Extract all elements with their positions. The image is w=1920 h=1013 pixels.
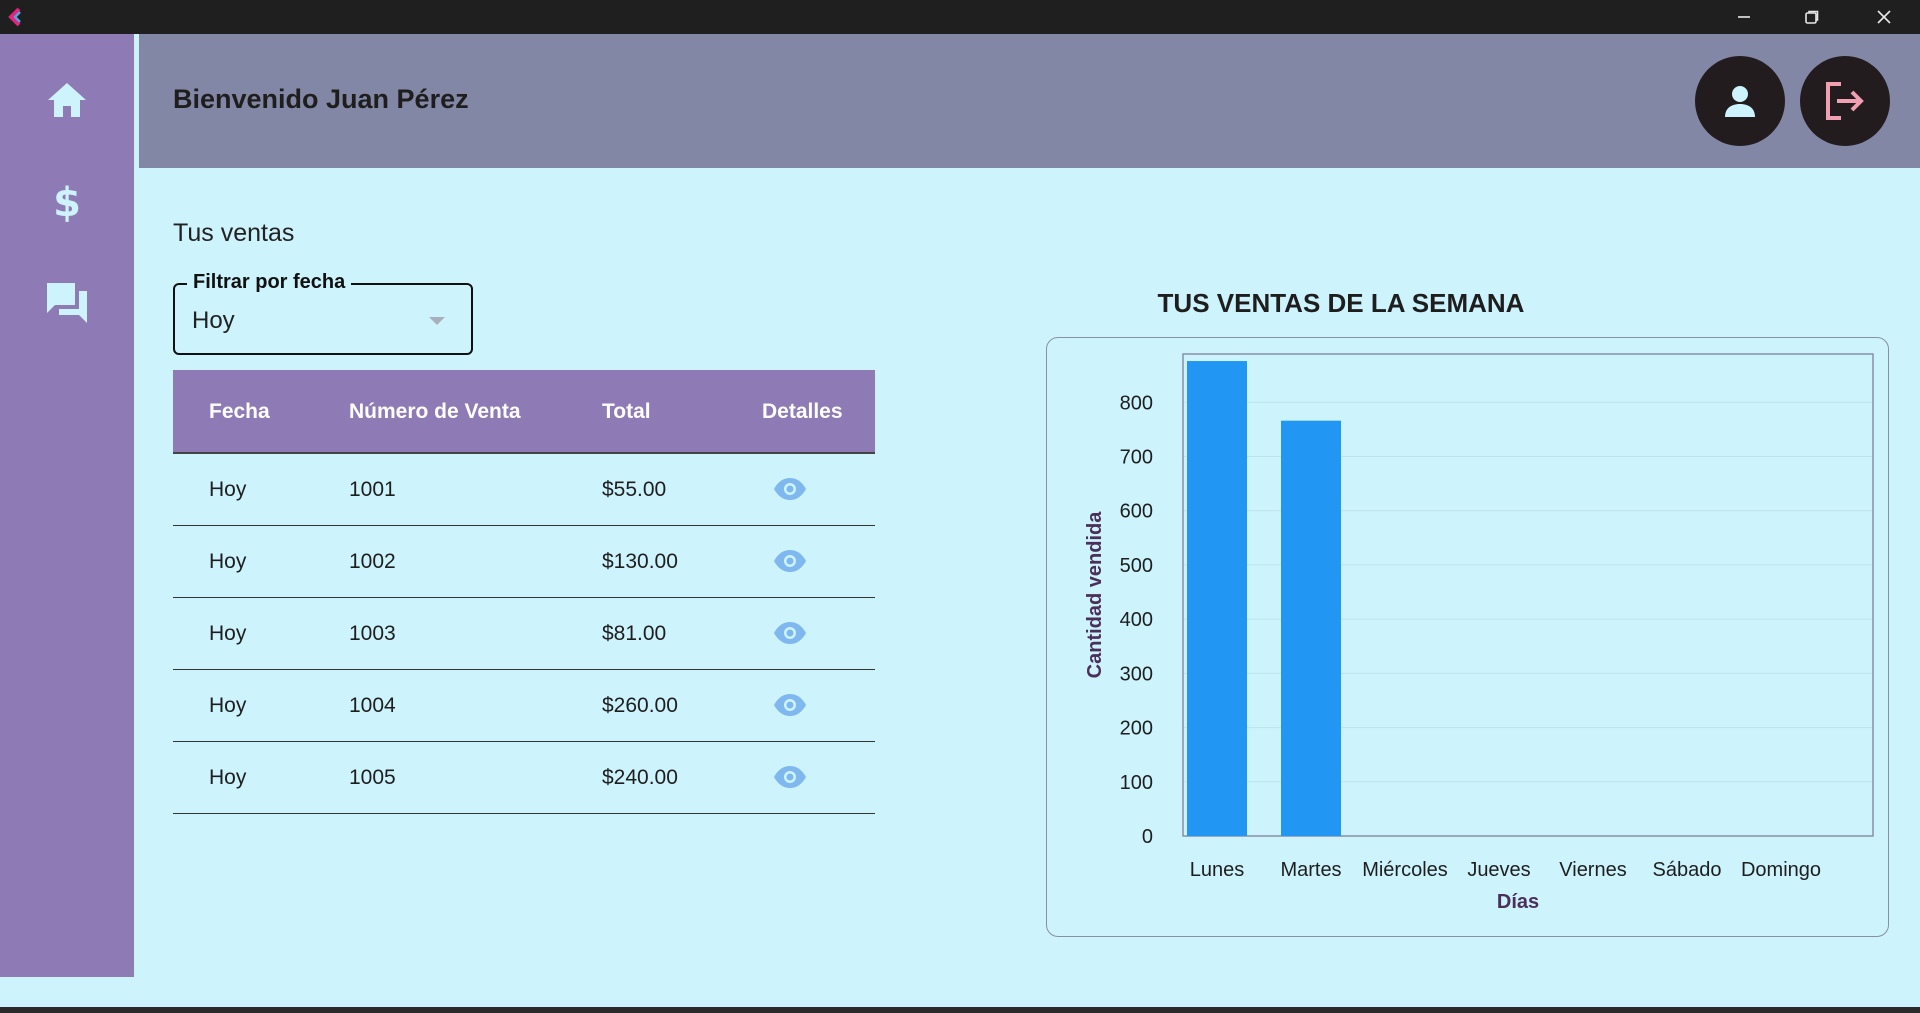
y-tick-label: 200 xyxy=(1120,718,1153,740)
sales-table: Fecha Número de Venta Total Detalles Hoy… xyxy=(173,370,875,814)
y-tick-label: 700 xyxy=(1120,446,1153,468)
table-row: Hoy 1005 $240.00 xyxy=(173,742,875,814)
table-body: Hoy 1001 $55.00 Hoy 1002 $130.00 Hoy 1003 $81.00… xyxy=(173,454,875,814)
y-tick-label: 800 xyxy=(1120,392,1153,414)
minimize-icon xyxy=(1738,16,1750,18)
y-tick-label: 500 xyxy=(1120,555,1153,577)
view-details-eye-icon[interactable] xyxy=(773,621,807,645)
cell-fecha: Hoy xyxy=(209,550,247,573)
y-tick-label: 0 xyxy=(1142,826,1153,848)
section-title: Tus ventas xyxy=(173,219,295,247)
cell-total: $130.00 xyxy=(602,550,678,573)
cell-numero: 1001 xyxy=(349,478,396,501)
view-details-eye-icon[interactable] xyxy=(773,549,807,573)
cell-total: $260.00 xyxy=(602,694,678,717)
profile-button[interactable] xyxy=(1695,56,1785,146)
svg-text:$: $ xyxy=(53,180,81,222)
chart-title: TUS VENTAS DE LA SEMANA xyxy=(1157,288,1525,318)
sidebar-item-sales[interactable]: $ xyxy=(37,171,97,231)
column-header-numero: Número de Venta xyxy=(349,400,521,423)
cell-numero: 1003 xyxy=(349,622,396,645)
top-header: Bienvenido Juan Pérez xyxy=(139,34,1920,168)
cell-numero: 1004 xyxy=(349,694,396,717)
close-button[interactable] xyxy=(1850,0,1918,34)
cell-fecha: Hoy xyxy=(209,694,247,717)
cell-fecha: Hoy xyxy=(209,622,247,645)
cell-total: $240.00 xyxy=(602,766,678,789)
view-details-eye-icon[interactable] xyxy=(773,477,807,501)
welcome-text: Bienvenido Juan Pérez xyxy=(173,84,469,114)
header-accent xyxy=(134,34,139,168)
y-tick-label: 400 xyxy=(1120,609,1153,631)
chevron-down-icon xyxy=(429,317,445,325)
sidebar: $ xyxy=(0,34,134,977)
x-tick-label: Martes xyxy=(1280,859,1341,881)
table-row: Hoy 1002 $130.00 xyxy=(173,526,875,598)
minimize-button[interactable] xyxy=(1710,0,1778,34)
restore-button[interactable] xyxy=(1778,0,1846,34)
date-filter-label: Filtrar por fecha xyxy=(187,271,352,294)
cell-fecha: Hoy xyxy=(209,766,247,789)
cell-total: $81.00 xyxy=(602,622,667,645)
close-icon xyxy=(1877,10,1891,24)
x-tick-label: Sábado xyxy=(1653,859,1722,881)
table-row: Hoy 1001 $55.00 xyxy=(173,454,875,526)
y-tick-label: 600 xyxy=(1120,501,1153,523)
app-logo-icon xyxy=(8,7,21,27)
window-titlebar xyxy=(0,0,1920,34)
y-axis-label: Cantidad vendida xyxy=(1084,511,1106,679)
cell-fecha: Hoy xyxy=(209,478,247,501)
table-header: Fecha Número de Venta Total Detalles xyxy=(173,370,875,454)
restore-icon xyxy=(1805,10,1819,24)
cell-numero: 1005 xyxy=(349,766,396,789)
x-tick-label: Lunes xyxy=(1190,859,1245,881)
cell-numero: 1002 xyxy=(349,550,396,573)
chat-icon xyxy=(47,283,87,323)
x-tick-label: Miércoles xyxy=(1362,859,1448,881)
window-bottom-edge xyxy=(0,1007,1920,1013)
column-header-fecha: Fecha xyxy=(209,400,270,423)
view-details-eye-icon[interactable] xyxy=(773,693,807,717)
x-tick-label: Jueves xyxy=(1467,859,1530,881)
y-tick-label: 100 xyxy=(1120,772,1153,794)
sidebar-item-home[interactable] xyxy=(37,70,97,130)
logout-icon xyxy=(1826,82,1864,120)
sales-chart: 0 100 200 300 400 500 600 700 800 Lunes Martes Miér… xyxy=(1046,337,1889,937)
sidebar-item-messages[interactable] xyxy=(37,272,97,332)
logout-button[interactable] xyxy=(1800,56,1890,146)
dollar-icon: $ xyxy=(53,180,81,222)
bar-chart-svg: 0 100 200 300 400 500 600 700 800 Lunes Martes Miér… xyxy=(1084,353,1874,913)
date-filter-value: Hoy xyxy=(192,307,235,334)
table-row: Hoy 1003 $81.00 xyxy=(173,598,875,670)
column-header-detalles: Detalles xyxy=(762,400,843,423)
x-tick-label: Domingo xyxy=(1741,859,1821,881)
x-tick-label: Viernes xyxy=(1559,859,1626,881)
view-details-eye-icon[interactable] xyxy=(773,765,807,789)
bar-martes xyxy=(1281,420,1341,836)
date-filter-select[interactable]: Filtrar por fecha Hoy xyxy=(173,271,473,355)
plot-area xyxy=(1182,353,1874,837)
cell-total: $55.00 xyxy=(602,478,667,501)
user-icon xyxy=(1725,86,1755,117)
column-header-total: Total xyxy=(602,400,651,423)
home-icon xyxy=(48,83,86,117)
table-row: Hoy 1004 $260.00 xyxy=(173,670,875,742)
bar-lunes xyxy=(1187,361,1247,836)
app-client-area: $ Bienvenido Juan Pérez Tus ventas xyxy=(0,34,1920,1007)
x-axis-label: Días xyxy=(1497,891,1539,913)
y-tick-label: 300 xyxy=(1120,663,1153,685)
